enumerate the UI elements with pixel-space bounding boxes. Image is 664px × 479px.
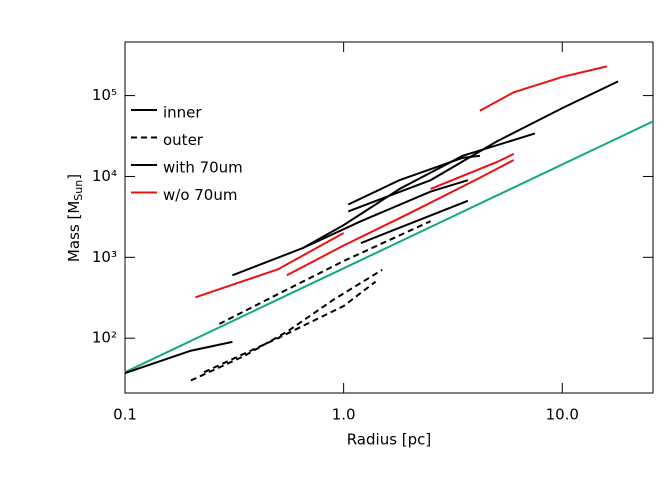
- series-line: [203, 280, 377, 374]
- series-line: [190, 268, 383, 382]
- plot-frame: [124, 41, 654, 394]
- legend-label: outer: [163, 131, 204, 149]
- series-line: [286, 159, 515, 277]
- series-line: [124, 120, 654, 374]
- series-line: [195, 232, 345, 299]
- x-tick-label: 1.0: [332, 406, 356, 424]
- y-tick-label: 10³: [92, 248, 117, 266]
- y-tick-label: 10⁵: [92, 86, 117, 104]
- series-line: [430, 153, 515, 190]
- series-line: [479, 65, 608, 112]
- y-label-main: Mass [M: [65, 201, 83, 262]
- series-line: [232, 179, 469, 277]
- y-label-end: ]: [65, 174, 83, 180]
- series-line: [347, 80, 619, 213]
- series-line: [124, 340, 233, 375]
- series-line: [218, 220, 432, 325]
- x-tick-label: 10.0: [546, 406, 579, 424]
- legend-label: w/o 70um: [163, 186, 237, 204]
- y-tick-label: 10²: [92, 329, 117, 347]
- y-tick-label: 10⁴: [92, 167, 117, 185]
- x-tick-label: 0.1: [113, 406, 137, 424]
- legend-label: inner: [163, 104, 202, 122]
- legend-label: with 70um: [163, 159, 243, 177]
- x-axis-label: Radius [pc]: [347, 431, 432, 449]
- series-line: [360, 199, 469, 245]
- y-label-sub: Sun: [72, 180, 85, 201]
- y-axis-label: Mass [MSun]: [65, 174, 86, 262]
